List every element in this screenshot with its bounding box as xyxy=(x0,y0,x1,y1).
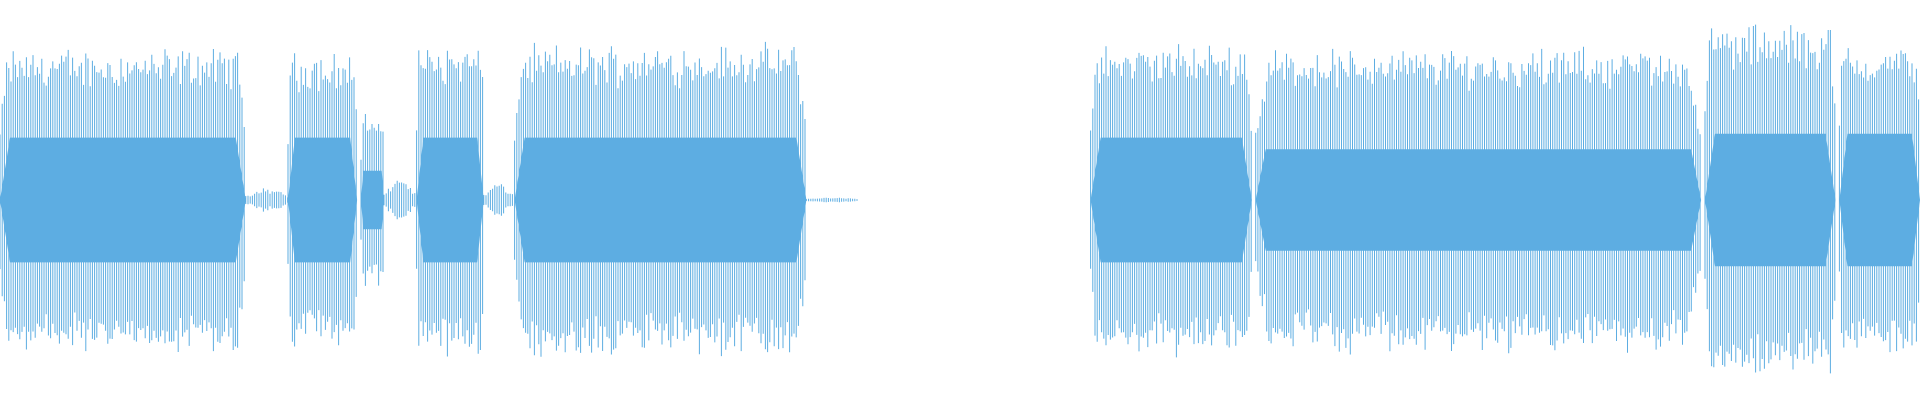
waveform-segment-body xyxy=(288,137,358,263)
waveform-segment-body xyxy=(1090,137,1252,263)
waveform-segment-body xyxy=(514,137,807,263)
waveform-segment-body xyxy=(1839,133,1920,267)
waveform-gap-noise xyxy=(805,197,858,203)
waveform-segment-body xyxy=(416,137,484,263)
waveform-bodies xyxy=(0,133,1920,267)
waveform-segment-body xyxy=(1255,149,1702,251)
waveform-segment-body xyxy=(361,170,384,230)
waveform-gap-noise xyxy=(383,180,416,220)
waveform-gap-noise xyxy=(245,188,289,212)
waveform-segment-body xyxy=(1705,133,1836,267)
waveform-gap-noise xyxy=(483,184,513,216)
waveform-segment-body xyxy=(0,137,246,263)
